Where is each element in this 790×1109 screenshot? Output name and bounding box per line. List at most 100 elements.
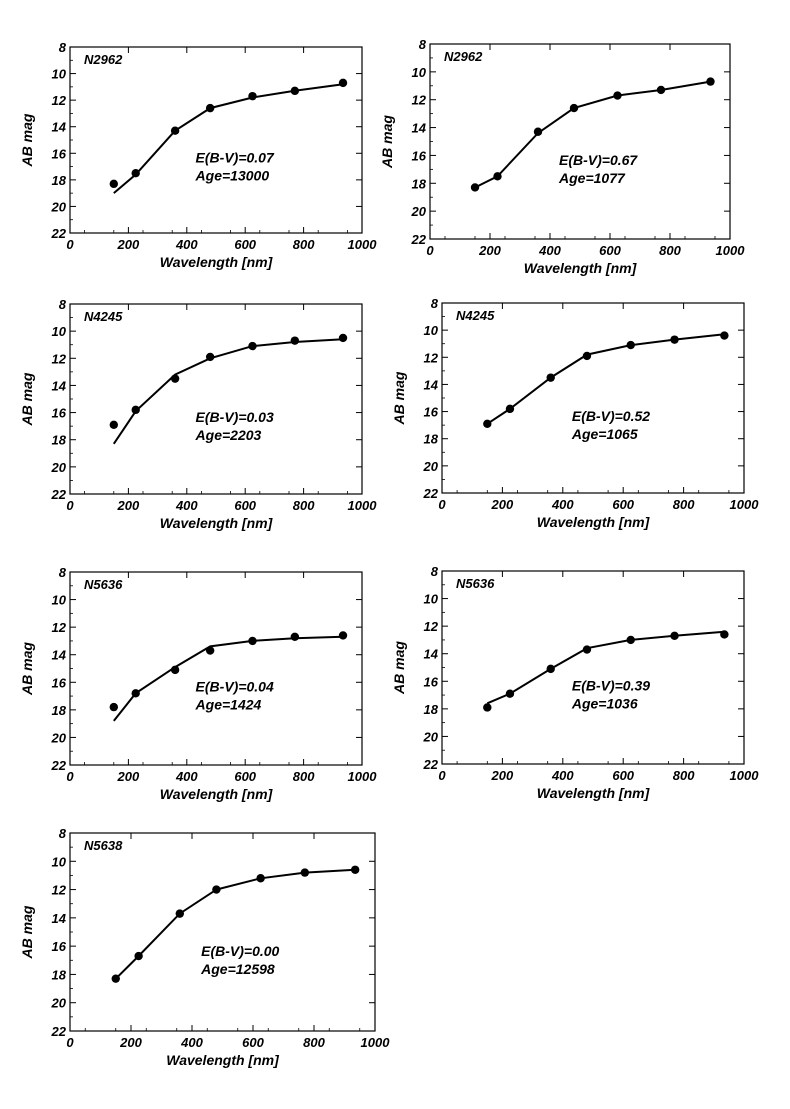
data-point [569,103,579,113]
data-point [470,183,480,192]
x-tick-label: 1000 [348,769,378,784]
plot-frame [69,46,363,234]
fit-annotation: E(B-V)=0.07 [196,149,275,165]
fit-annotation: Age=12598 [200,961,275,977]
y-tick-label: 10 [424,592,439,607]
y-tick-label: 12 [424,350,439,365]
y-tick-label: 20 [51,199,67,214]
y-tick-label: 12 [52,883,67,898]
x-tick-label: 800 [293,769,315,784]
x-axis-label: Wavelength [nm] [537,785,651,801]
data-point [170,126,180,135]
y-axis-label: AB mag [379,115,395,169]
data-point [493,172,502,181]
chart-panel-2: 0 200 400 600 800 1000 8 10 12 14 16 18 20 22 Waveleng… [379,37,745,276]
x-tick-label: 200 [491,768,514,783]
y-tick-label: 18 [52,173,67,188]
x-tick-label: 400 [175,237,198,252]
y-tick-label: 12 [52,93,67,108]
data-point [248,341,257,351]
data-point [505,404,515,414]
fit-annotation: Age=1065 [571,426,638,442]
y-tick-label: 16 [52,406,67,421]
data-point [170,374,180,383]
fit-annotation: E(B-V)=0.03 [196,409,274,425]
x-axis-label: Wavelength [nm] [524,260,638,276]
x-tick-label: 0 [438,768,446,783]
data-point [212,885,221,894]
y-tick-label: 12 [52,351,67,366]
y-tick-label: 16 [52,939,67,954]
y-axis-label: AB mag [391,641,407,695]
x-tick-label: 1000 [730,768,760,783]
data-point [290,632,300,641]
plot-frame [69,303,363,495]
y-axis-label: AB mag [391,371,407,425]
x-tick-label: 600 [234,237,256,252]
y-tick-label: 10 [52,854,67,869]
fit-annotation: E(B-V)=0.00 [201,943,279,959]
data-point [175,909,184,918]
data-point [170,665,180,675]
data-point [109,702,119,712]
y-tick-label: 22 [423,486,439,501]
data-point [338,631,348,640]
y-tick-label: 18 [52,967,67,982]
fit-annotation: Age=2203 [195,427,262,443]
data-point [483,419,492,428]
y-tick-label: 14 [52,120,67,135]
y-tick-label: 18 [52,433,67,448]
y-tick-label: 14 [412,121,427,136]
data-point [582,645,592,654]
x-tick-label: 400 [175,769,198,784]
x-tick-label: 0 [426,243,434,258]
x-tick-label: 0 [438,497,446,512]
data-point [111,974,120,983]
data-point [670,631,679,640]
chart-panel-1: 0 200 400 600 800 1000 8 10 12 14 16 18 20 22 Waveleng… [19,40,377,270]
y-axis-label: AB mag [19,372,35,426]
x-tick-label: 600 [234,498,256,513]
data-point [626,340,635,350]
y-tick-label: 10 [52,67,67,82]
data-point [613,91,622,100]
x-tick-label: 600 [242,1035,264,1050]
y-tick-label: 8 [419,37,427,52]
y-tick-label: 20 [51,460,67,475]
fit-annotation: Age=1424 [195,697,262,713]
y-tick-label: 20 [51,996,67,1011]
data-point [546,373,555,382]
data-point [626,635,635,645]
y-tick-label: 22 [423,757,439,772]
y-tick-label: 10 [412,65,427,80]
y-axis-label: AB mag [19,905,35,959]
y-tick-label: 20 [51,730,67,745]
data-point [546,664,555,674]
data-point [300,868,310,877]
data-point [720,630,729,639]
plot-frame [441,302,745,494]
x-tick-label: 800 [303,1035,325,1050]
y-tick-label: 14 [424,377,439,392]
data-point [290,336,300,345]
x-axis-label: Wavelength [nm] [160,515,274,531]
x-tick-label: 800 [659,243,681,258]
y-tick-label: 12 [52,620,67,635]
y-tick-label: 8 [431,564,439,579]
y-tick-label: 22 [51,758,67,773]
x-axis-label: Wavelength [nm] [166,1052,280,1068]
chart-panel-3: 0 200 400 600 800 1000 8 10 12 14 16 18 20 22 Waveleng… [19,297,377,531]
panel-label: N5638 [84,838,123,853]
y-tick-label: 16 [424,674,439,689]
y-tick-label: 22 [411,232,427,247]
x-tick-label: 200 [117,498,140,513]
x-axis-label: Wavelength [nm] [160,786,274,802]
panel-label: N2962 [444,49,483,64]
x-tick-label: 800 [293,498,315,513]
x-tick-label: 0 [66,498,74,513]
x-tick-label: 0 [66,237,74,252]
y-tick-label: 18 [412,176,427,191]
data-point [582,351,592,361]
x-tick-label: 400 [551,768,574,783]
